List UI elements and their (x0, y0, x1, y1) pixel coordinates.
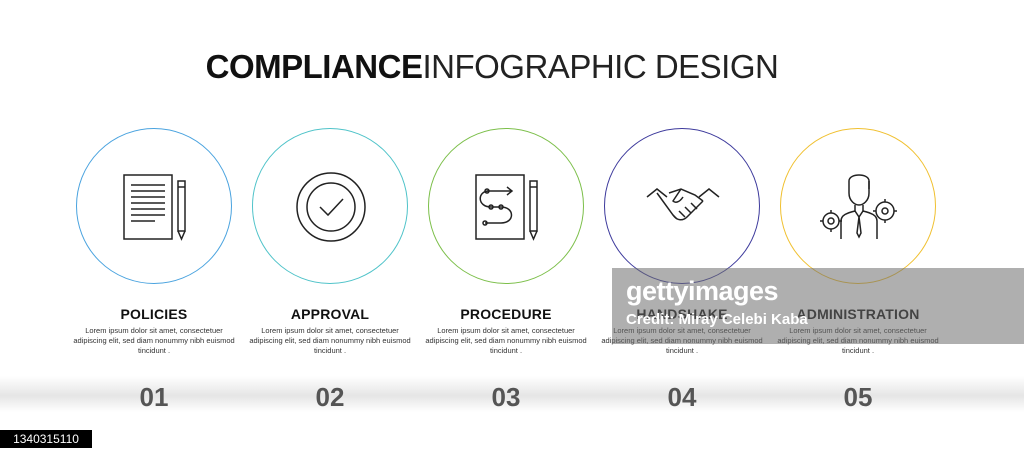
step-circle (780, 128, 936, 284)
step-number: 04 (667, 382, 697, 412)
step-description: Lorem ipsum dolor sit amet, consectetuer… (249, 326, 411, 355)
step-label: PROCEDURE (460, 306, 552, 322)
title-light: INFOGRAPHIC DESIGN (422, 48, 779, 85)
watermark-logo: gettyimages (626, 276, 779, 306)
document-pencil-icon (123, 174, 186, 241)
watermark-overlay: gettyimages Credit: Miray Celebi Kaba (612, 268, 1024, 344)
check-badge-icon (296, 172, 366, 242)
step-label: APPROVAL (290, 306, 370, 322)
step-number: 01 (139, 382, 169, 412)
step-circle (76, 128, 232, 284)
number-band (0, 376, 1024, 412)
step-procedure: PROCEDURE Lorem ipsum dolor sit amet, co… (418, 128, 594, 356)
step-circle (428, 128, 584, 284)
step-description: Lorem ipsum dolor sit amet, consectetuer… (73, 326, 235, 355)
step-circle (252, 128, 408, 284)
step-policies: POLICIES Lorem ipsum dolor sit amet, con… (66, 128, 242, 356)
step-number: 03 (491, 382, 521, 412)
step-approval: APPROVAL Lorem ipsum dolor sit amet, con… (242, 128, 418, 356)
administrator-gears-icon (820, 174, 897, 239)
handshake-icon (646, 188, 720, 221)
step-label: POLICIES (120, 306, 188, 322)
step-circle (604, 128, 760, 284)
watermark-credit: Credit: Miray Celebi Kaba (626, 311, 808, 328)
image-id-label: 1340315110 (0, 430, 92, 448)
process-path-icon (475, 174, 538, 241)
step-description: Lorem ipsum dolor sit amet, consectetuer… (425, 326, 587, 355)
step-number: 05 (843, 382, 873, 412)
step-number: 02 (315, 382, 345, 412)
title-bold: COMPLIANCE (205, 48, 423, 85)
page-title: COMPLIANCEINFOGRAPHIC DESIGN (0, 48, 984, 86)
